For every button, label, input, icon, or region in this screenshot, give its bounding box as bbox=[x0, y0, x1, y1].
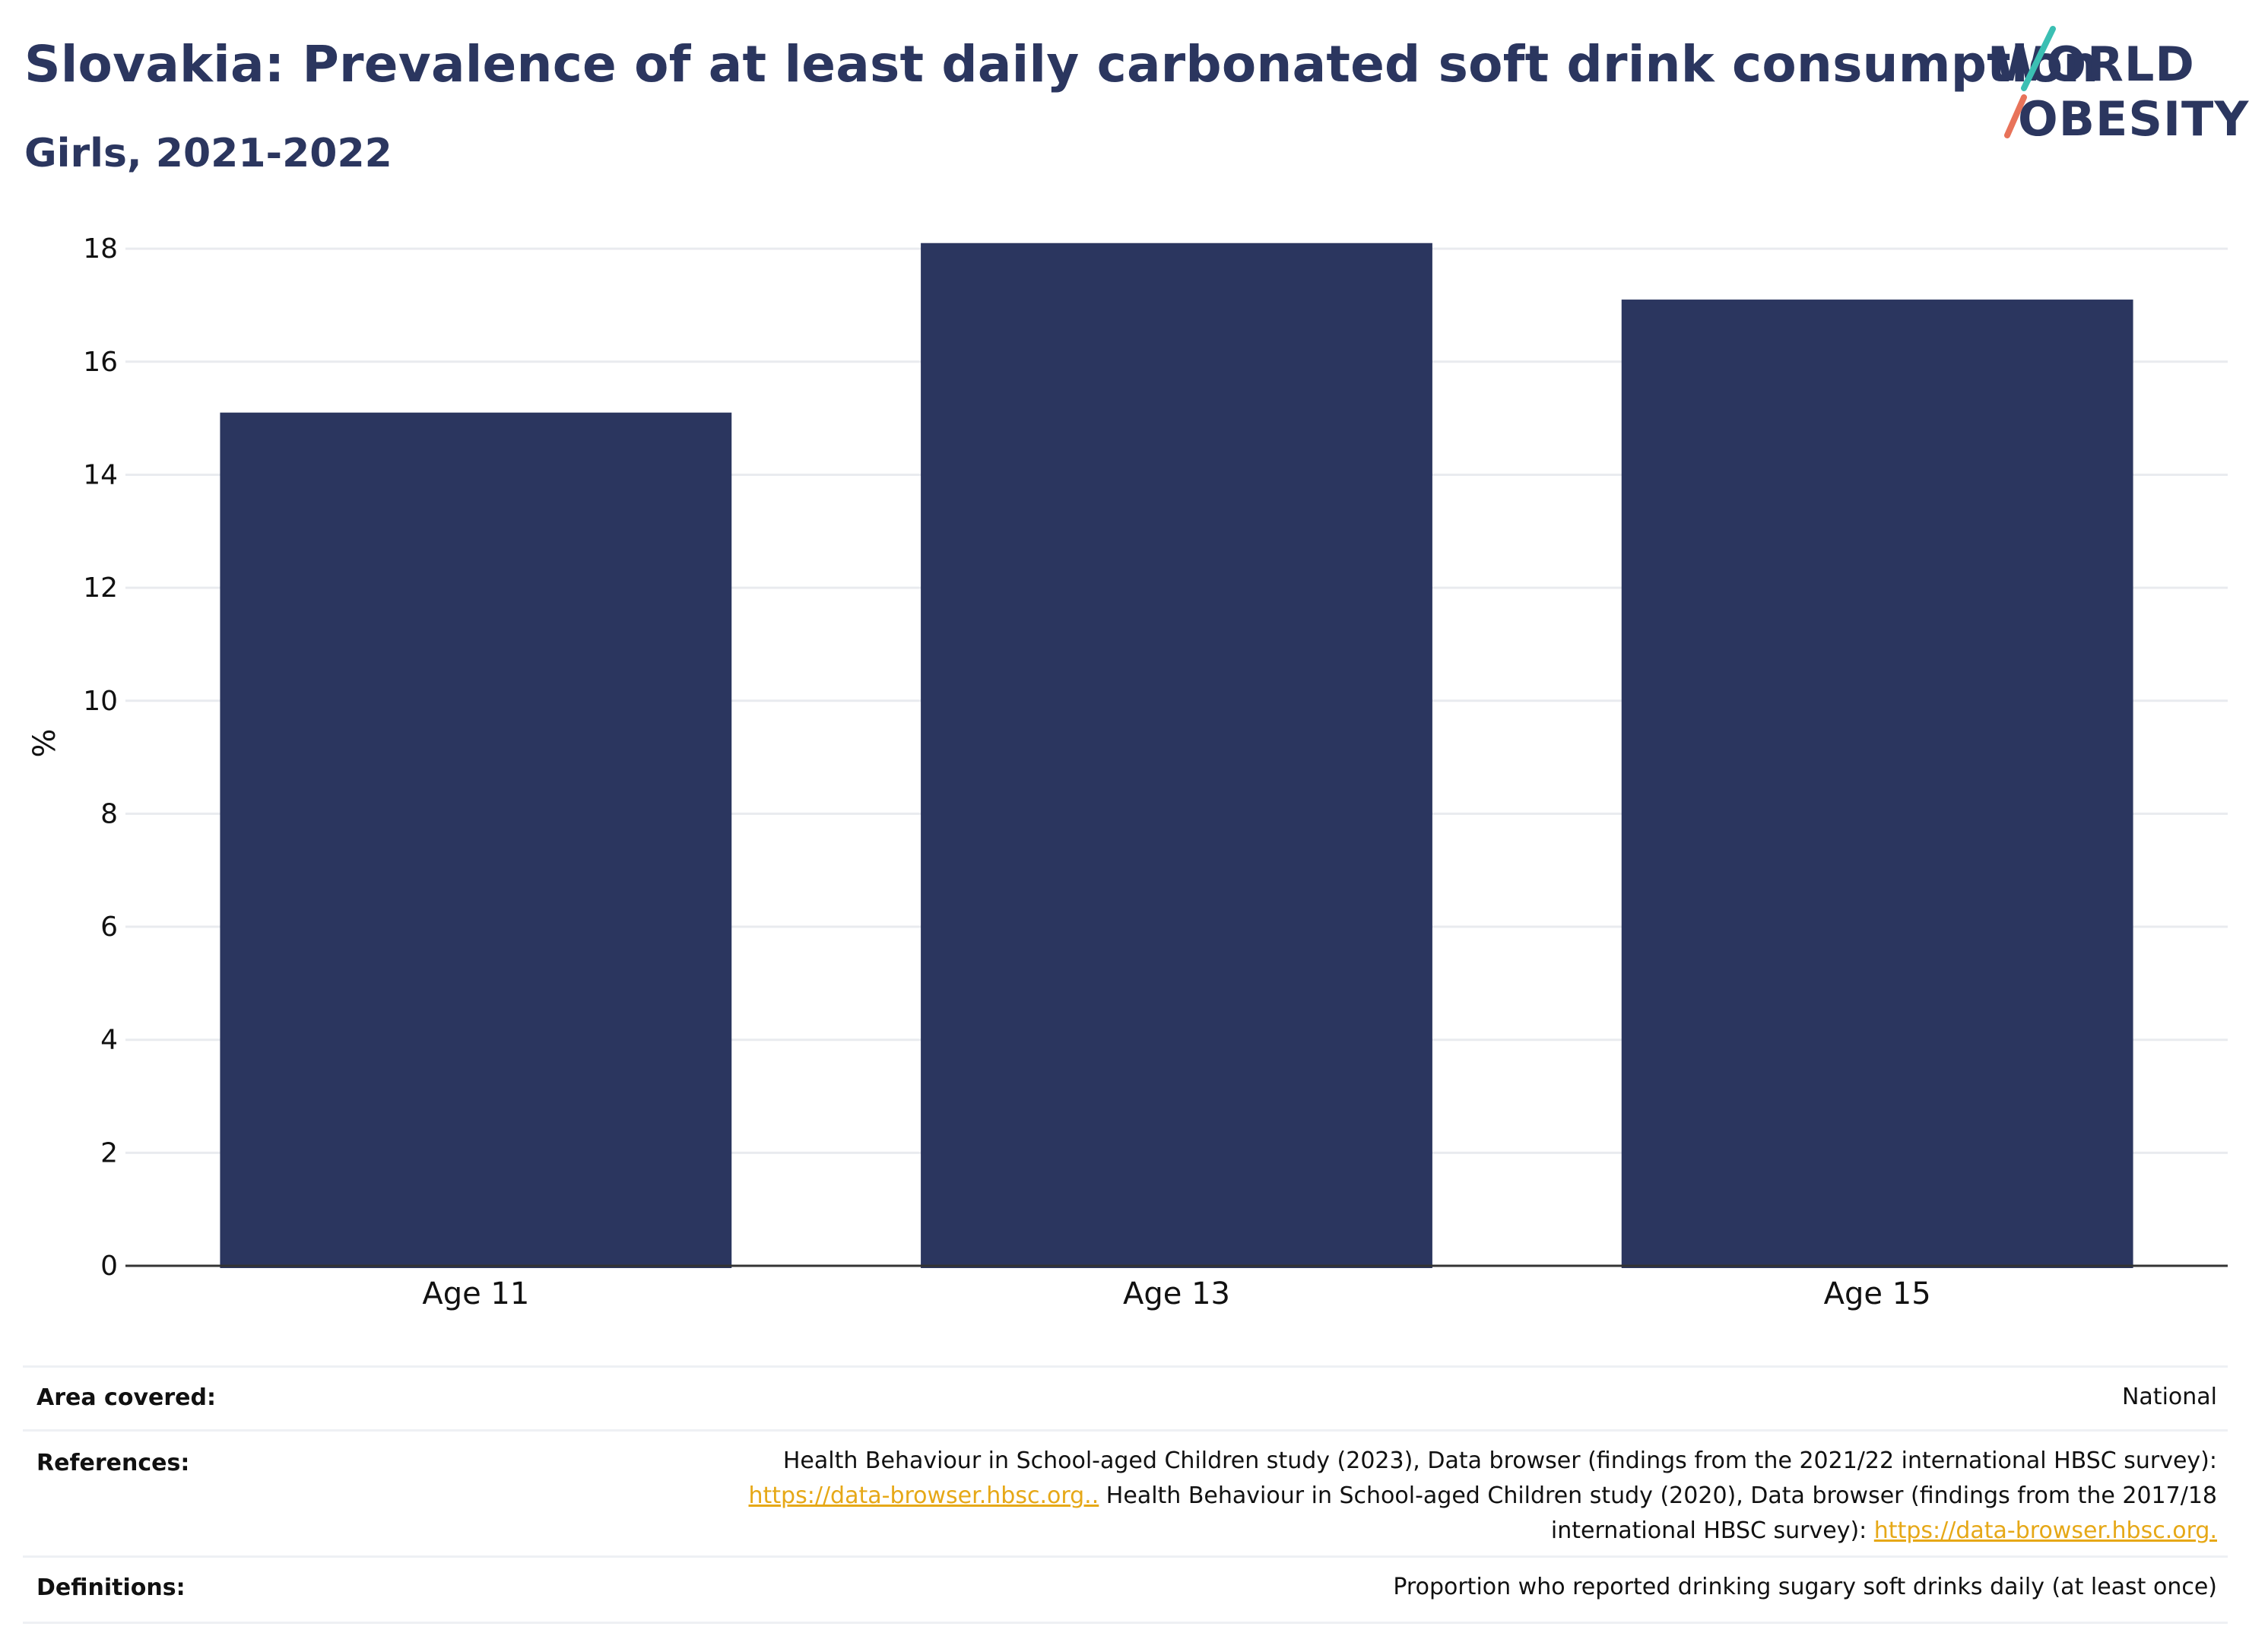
references-link-1[interactable]: https://data-browser.hbsc.org.. bbox=[748, 1482, 1099, 1509]
meta-row-references: References: Health Behaviour in School-a… bbox=[23, 1429, 2228, 1558]
references-line-2: https://data-browser.hbsc.org.. Health B… bbox=[749, 1479, 2217, 1514]
y-tick-label: 4 bbox=[100, 1025, 118, 1056]
references-line-3-text: international HBSC survey): bbox=[1550, 1517, 1874, 1544]
logo-slash-icon bbox=[2004, 26, 2056, 138]
references-line-3: international HBSC survey): https://data… bbox=[749, 1514, 2217, 1549]
meta-row-area: Area covered: National bbox=[23, 1365, 2228, 1432]
x-tick-label: Age 11 bbox=[422, 1276, 529, 1311]
y-tick-label: 2 bbox=[100, 1137, 118, 1168]
y-tick-label: 6 bbox=[100, 912, 118, 943]
bar bbox=[921, 243, 1432, 1268]
bar-chart: 0 2 4 6 8 10 12 14 16 18% Age 11 Age 13 Age 15 bbox=[27, 233, 2228, 1311]
y-tick-label: 8 bbox=[100, 798, 118, 829]
y-tick-label: 10 bbox=[83, 686, 118, 717]
references-line-2-text: Health Behaviour in School-aged Children… bbox=[1099, 1482, 2217, 1509]
y-tick-label: 0 bbox=[100, 1251, 118, 1282]
definitions-label: Definitions: bbox=[36, 1574, 186, 1601]
bar bbox=[220, 412, 732, 1269]
x-tick-label: Age 15 bbox=[1824, 1276, 1931, 1311]
references-value: Health Behaviour in School-aged Children… bbox=[749, 1444, 2217, 1549]
meta-row-definitions: Definitions: Proportion who reported dri… bbox=[23, 1555, 2228, 1624]
bar bbox=[1621, 300, 2133, 1268]
y-tick-label: 14 bbox=[83, 459, 118, 490]
chart-title: Slovakia: Prevalence of at least daily c… bbox=[24, 35, 2099, 94]
references-label: References: bbox=[36, 1450, 190, 1476]
y-tick-label: 16 bbox=[83, 347, 118, 378]
definitions-value: Proportion who reported drinking sugary … bbox=[1393, 1574, 2217, 1600]
y-tick-label: 12 bbox=[83, 572, 118, 604]
world-obesity-logo: WORLD OBESITY bbox=[1977, 21, 2248, 158]
y-tick-label: 18 bbox=[83, 233, 118, 265]
area-covered-label: Area covered: bbox=[36, 1384, 216, 1411]
x-tick-label: Age 13 bbox=[1123, 1276, 1230, 1311]
chart-subtitle: Girls, 2021-2022 bbox=[24, 131, 392, 176]
references-link-2[interactable]: https://data-browser.hbsc.org. bbox=[1873, 1517, 2217, 1544]
references-line-1: Health Behaviour in School-aged Children… bbox=[782, 1447, 2217, 1474]
logo-text-obesity: OBESITY bbox=[2018, 91, 2249, 147]
y-axis-label: % bbox=[27, 728, 62, 757]
area-covered-value: National bbox=[2121, 1384, 2217, 1410]
